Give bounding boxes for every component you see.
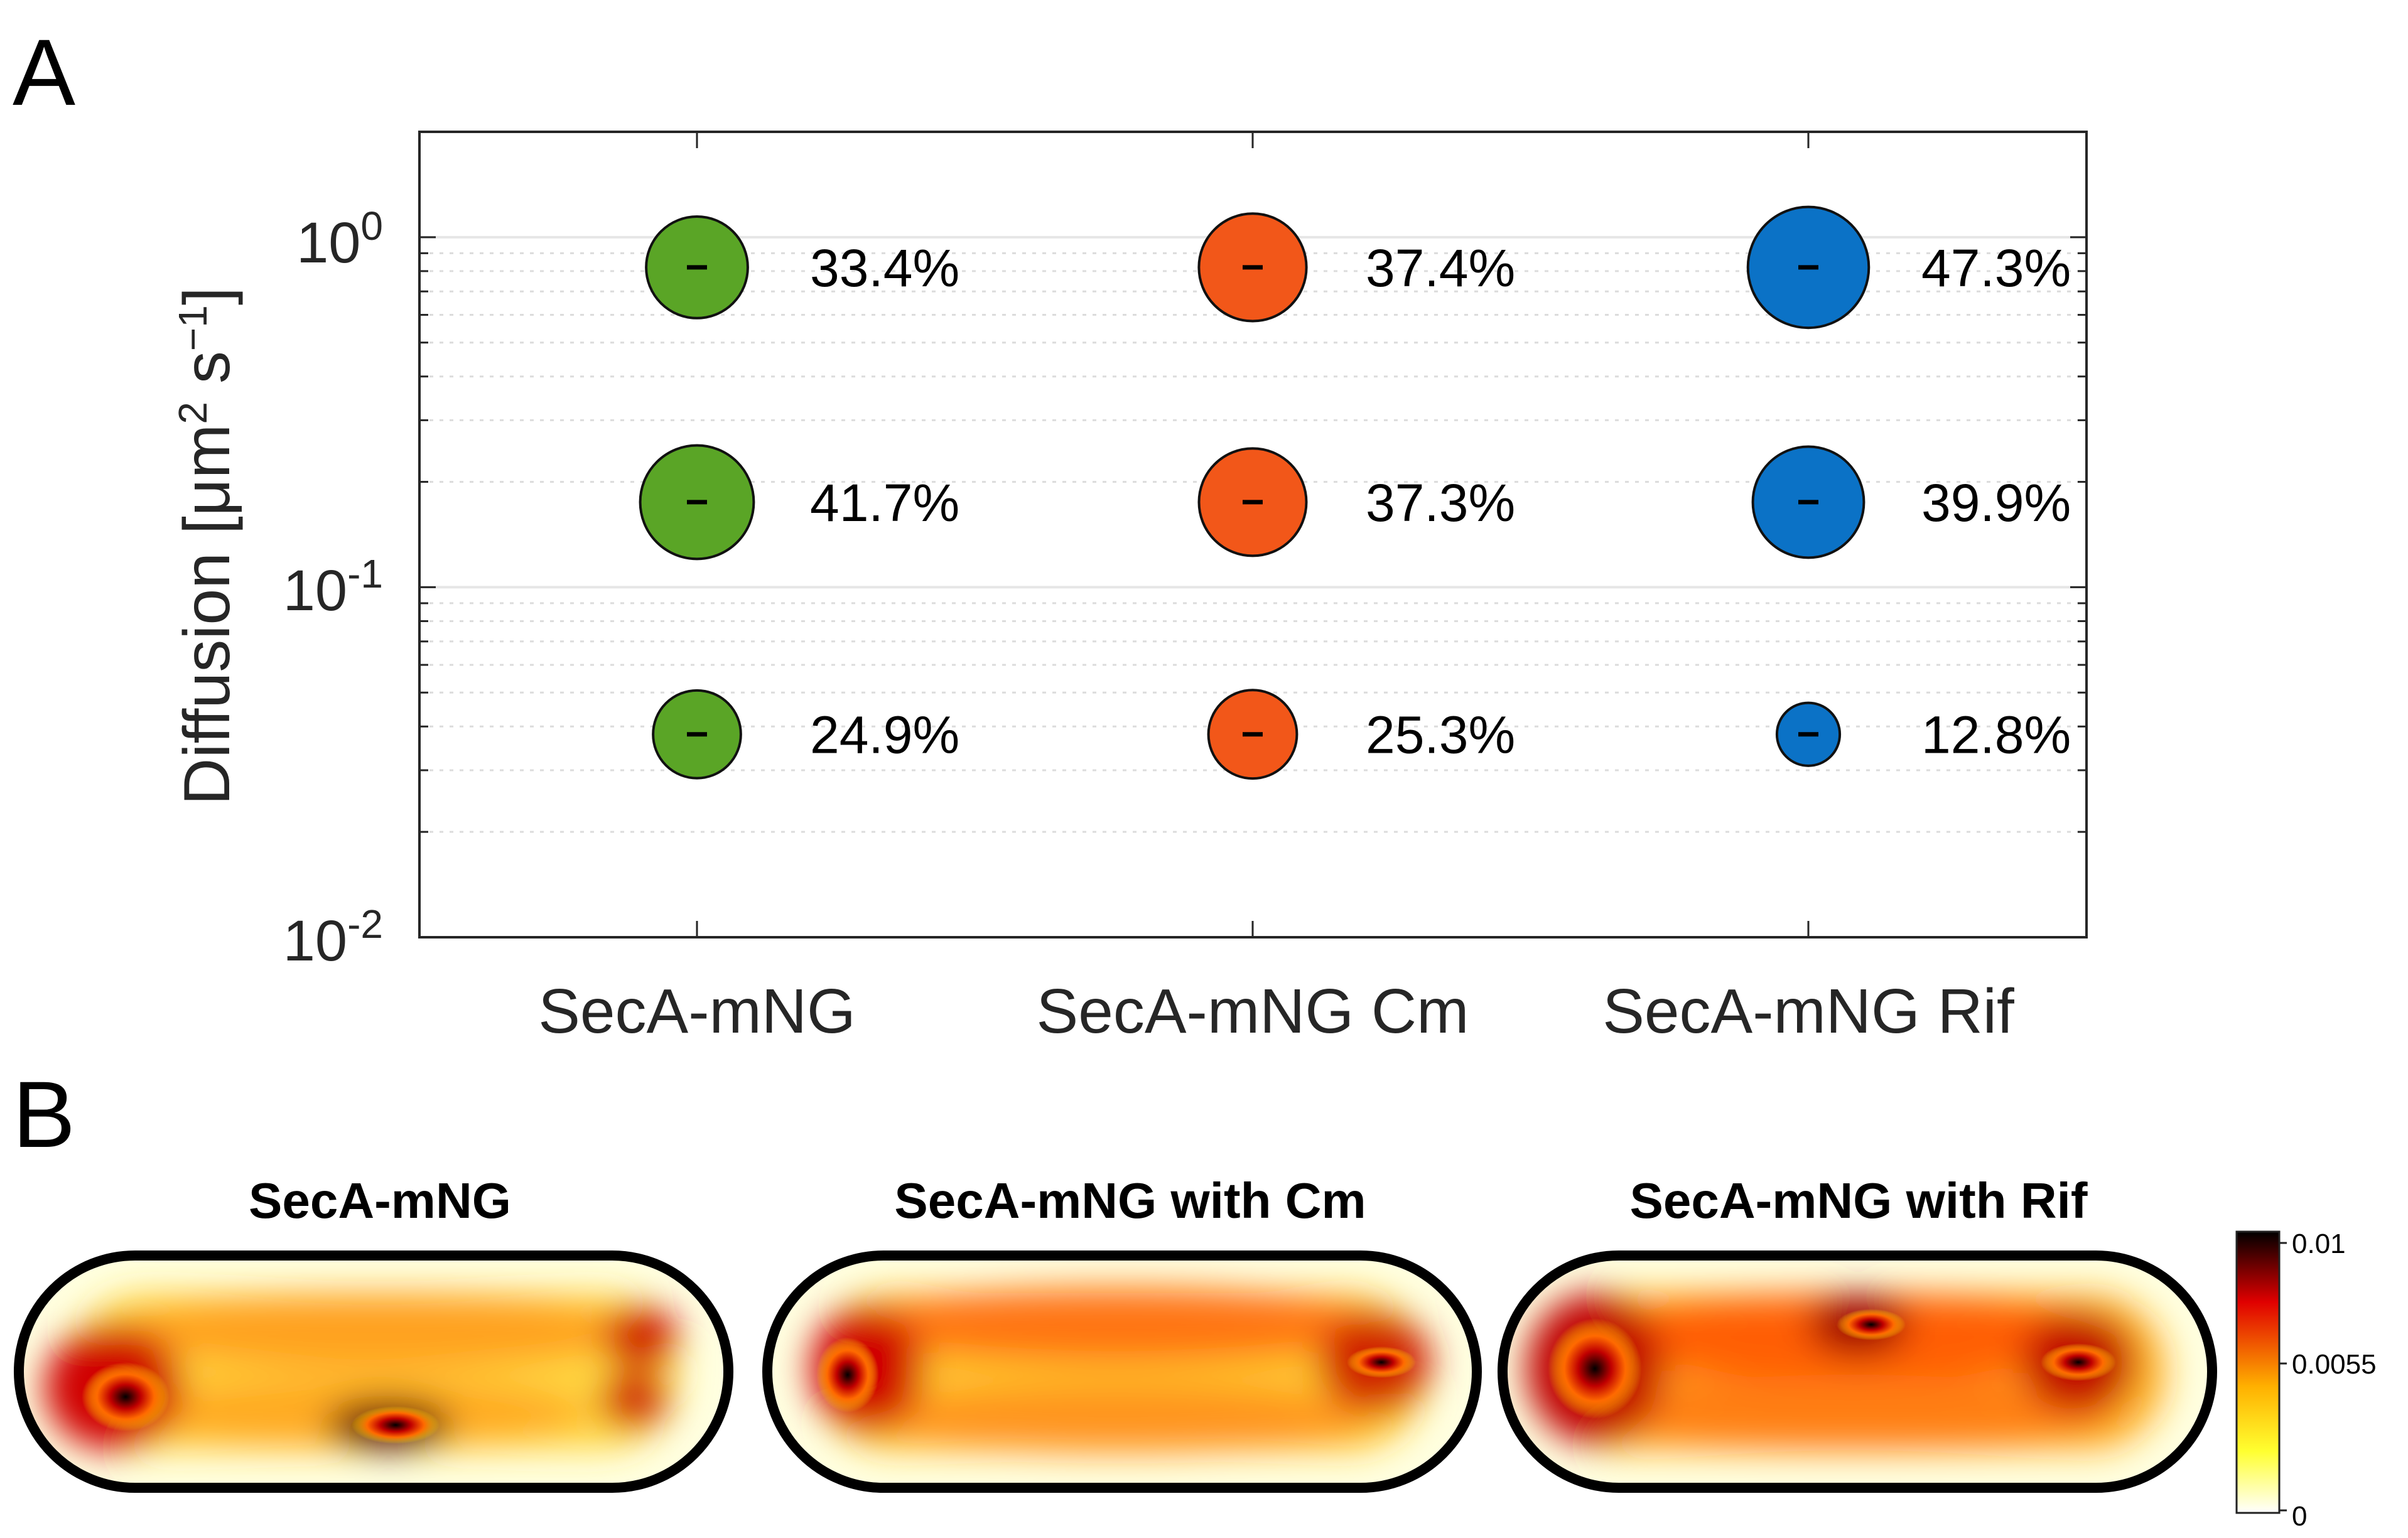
bubble-point: 39.9%	[1751, 445, 2071, 559]
fraction-label: 24.9%	[810, 706, 959, 765]
bubble-point: 47.3%	[1746, 205, 2071, 330]
y-tick-labels: 100 10-1 10-2	[283, 203, 383, 973]
fraction-label: 12.8%	[1921, 706, 2071, 765]
bubble-point: 25.3%	[1207, 689, 1515, 780]
colorbar: 0.01 0.0055 0	[2235, 1229, 2377, 1532]
heatmap-seca-mng-rif	[1498, 1250, 2217, 1493]
bubble-point: 37.3%	[1197, 447, 1515, 557]
fraction-label: 33.4%	[810, 239, 959, 298]
colorbar-label-max: 0.01	[2292, 1229, 2346, 1259]
colorbar-label-min: 0	[2292, 1501, 2307, 1532]
y-tick-label: 10-2	[283, 901, 383, 973]
fraction-label: 39.9%	[1921, 473, 2071, 532]
y-tick-label: 10-1	[283, 551, 383, 623]
bubble-point: 41.7%	[639, 444, 959, 561]
panel-letter-b: B	[13, 1062, 76, 1167]
fraction-label: 37.4%	[1366, 239, 1515, 298]
x-tick-label-seca-mng-rif: SecA-mNG Rif	[1602, 976, 2014, 1046]
colorbar-label-mid: 0.0055	[2292, 1349, 2377, 1380]
fraction-label: 47.3%	[1921, 239, 2071, 298]
fraction-label: 41.7%	[810, 473, 959, 532]
y-axis-label: Diffusion [μm2 s−1]	[170, 287, 244, 805]
heatmap-title-seca-mng-cm: SecA-mNG with Cm	[894, 1173, 1366, 1229]
y-tick-label: 100	[296, 203, 383, 275]
bubble-point: 12.8%	[1775, 701, 2071, 767]
heatmap-title-seca-mng: SecA-mNG	[249, 1173, 511, 1229]
fraction-label: 25.3%	[1366, 706, 1515, 765]
axis-ticks	[419, 131, 2087, 938]
heatmap-seca-mng-cm	[762, 1250, 1482, 1493]
x-tick-label-seca-mng-cm: SecA-mNG Cm	[1037, 976, 1469, 1046]
bubble-point: 33.4%	[645, 215, 959, 320]
fraction-label: 37.3%	[1366, 473, 1515, 532]
bubble-point: 24.9%	[652, 689, 959, 780]
bubble-point: 37.4%	[1197, 212, 1515, 323]
data-points: 33.4% 41.7% 24.9% 37.4% 37.3% 25.3% 47.3% 39.9%…	[639, 205, 2071, 780]
x-tick-label-seca-mng: SecA-mNG	[538, 976, 856, 1046]
heatmap-seca-mng	[14, 1250, 733, 1493]
panel-letter-a: A	[13, 19, 76, 125]
heatmap-title-seca-mng-rif: SecA-mNG with Rif	[1630, 1173, 2088, 1229]
